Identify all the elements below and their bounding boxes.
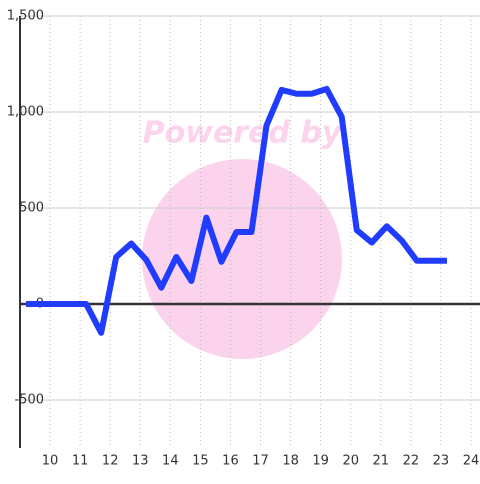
x-tick-label: 16 <box>222 454 239 469</box>
watermark-circle <box>142 159 342 359</box>
x-tick-label: 24 <box>463 454 480 469</box>
data-line <box>26 85 447 336</box>
x-tick-label: 20 <box>342 454 359 469</box>
x-tick-label: 23 <box>433 454 450 469</box>
x-tick-label: 11 <box>72 454 89 469</box>
x-tick-label: 13 <box>132 454 149 469</box>
y-tick-label: 1,500 <box>7 9 44 24</box>
x-tick-label: 17 <box>252 454 269 469</box>
watermark-text: Powered by <box>143 116 343 151</box>
y-tick-label: 500 <box>19 201 44 216</box>
x-tick-label: 15 <box>192 454 209 469</box>
x-tick-label: 21 <box>373 454 390 469</box>
x-tick-label: 14 <box>162 454 179 469</box>
y-tick-label: 1,000 <box>7 105 44 120</box>
y-tick-label: -500 <box>14 393 44 408</box>
x-tick-label: 22 <box>403 454 420 469</box>
x-tick-label: 12 <box>102 454 119 469</box>
x-tick-label: 19 <box>312 454 329 469</box>
x-tick-label: 10 <box>42 454 59 469</box>
x-tick-label: 18 <box>282 454 299 469</box>
